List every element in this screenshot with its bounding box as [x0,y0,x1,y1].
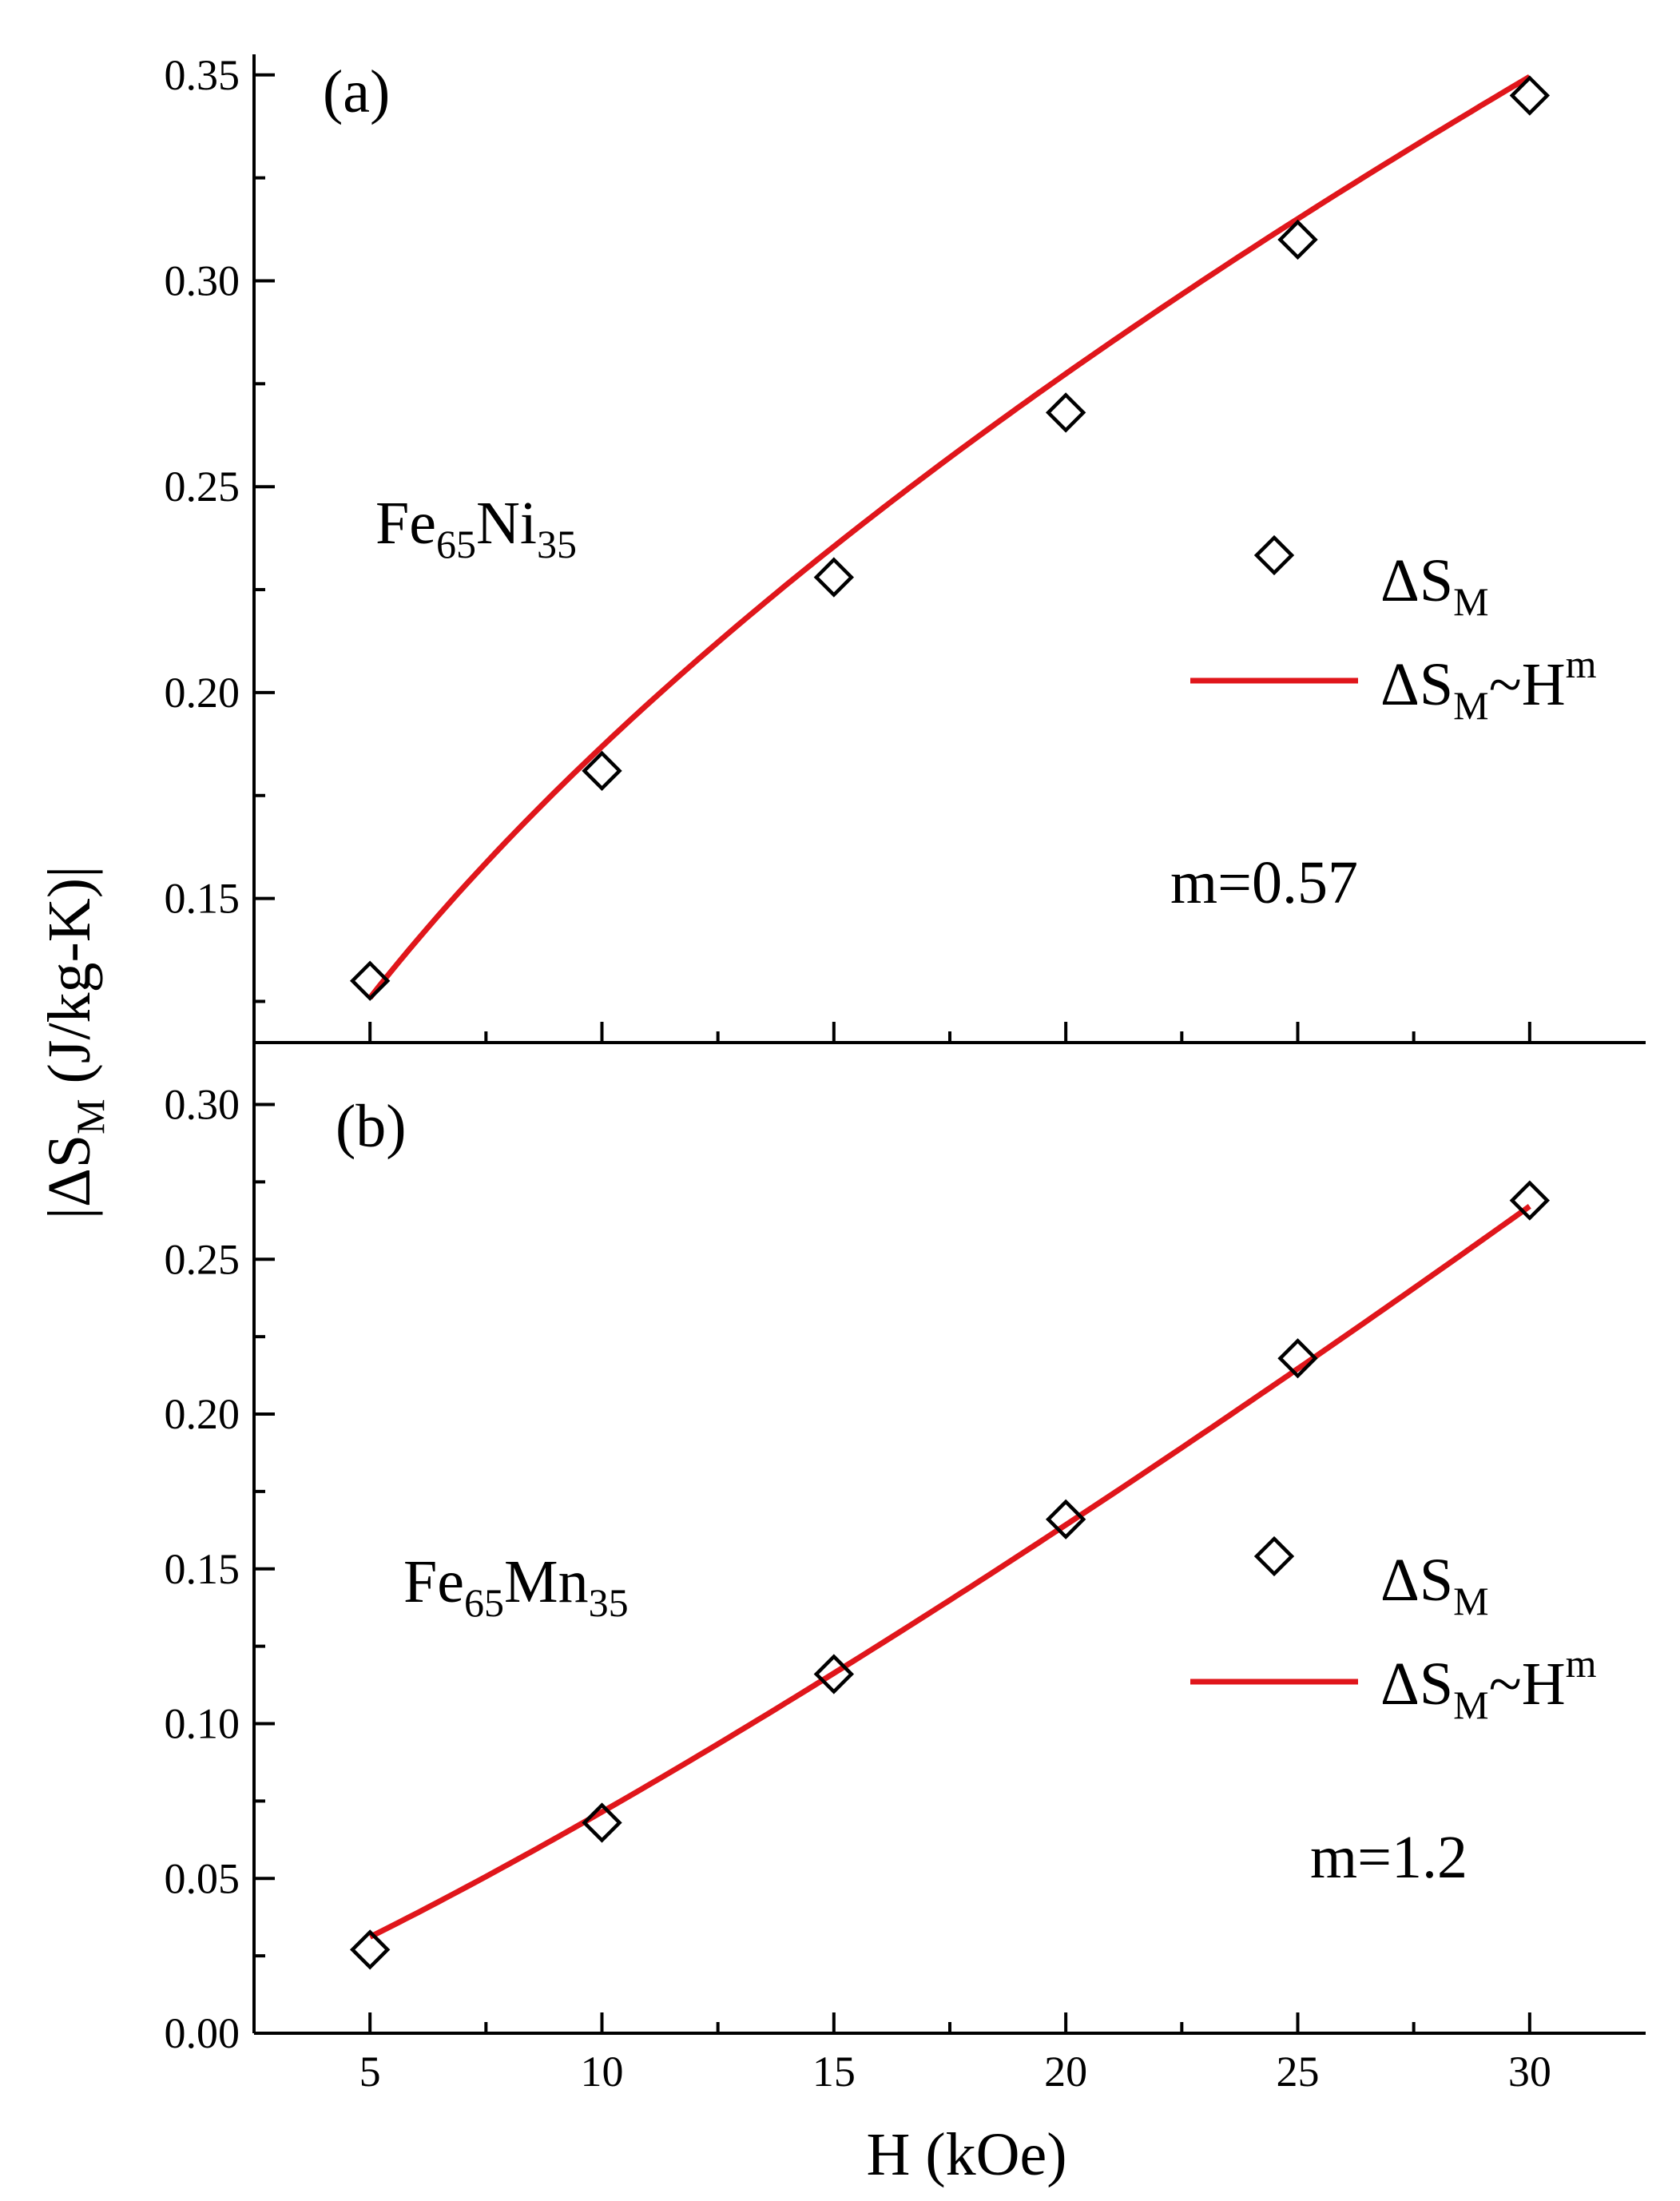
data-point [582,1802,622,1843]
x-axis-title: H (kOe) [866,2121,1066,2188]
y-axis-title: |ΔSM (J/kg-K)| [36,866,113,1220]
material-label: Fe65Mn35 [403,1548,629,1625]
y-tick-label: 0.00 [165,2009,240,2057]
x-tick-label: 5 [359,2048,381,2096]
y-tick-label: 0.35 [165,51,240,99]
legend-marker [1253,1536,1295,1577]
data-point [349,960,391,1001]
data-point [349,1929,391,1970]
y-tick-label: 0.30 [165,1081,240,1129]
y-tick-label: 0.25 [165,1235,240,1283]
data-point [1277,219,1318,260]
x-tick-label: 10 [581,2048,624,2096]
data-point [1509,1180,1551,1221]
data-point [813,557,855,598]
y-tick-label: 0.10 [165,1700,240,1748]
y-tick-label: 0.05 [165,1854,240,1902]
legend-label-points: ΔSM [1380,1547,1489,1623]
x-tick-label: 20 [1044,2048,1087,2096]
data-point [813,1654,855,1694]
panel-b: 0.00 0.05 0.10 0.15 0.20 0.25 0.30 5 10 15 20 25 30 (… [165,1043,1646,2096]
y-tick-label: 0.30 [165,256,240,304]
x-tick-label: 15 [812,2048,856,2096]
data-point [1277,1338,1318,1379]
x-tick-label: 25 [1277,2048,1320,2096]
legend-label-fit: ΔSM~Hm [1380,642,1597,728]
data-point [1509,75,1551,116]
exponent-label: m=1.2 [1310,1824,1468,1891]
y-tick-label: 0.25 [165,463,240,511]
panel-label: (b) [336,1093,407,1160]
material-label: Fe65Ni35 [375,490,577,566]
legend-marker [1253,534,1295,576]
panel-label: (a) [323,58,390,125]
data-point [1045,392,1086,433]
x-tick-label: 30 [1508,2048,1551,2096]
y-tick-label: 0.20 [165,669,240,717]
data-point [1045,1499,1086,1540]
panel-a: 0.15 0.20 0.25 0.30 0.35 (a) Fe65Ni35 m=0.57 ΔSM… [165,51,1646,1044]
legend-label-points: ΔSM [1380,547,1489,624]
exponent-label: m=0.57 [1170,849,1358,916]
y-tick-label: 0.15 [165,1545,240,1593]
y-tick-label: 0.15 [165,875,240,923]
legend-label-fit: ΔSM~Hm [1380,1641,1597,1727]
data-point [582,750,622,792]
fit-curve [367,73,1531,1000]
y-tick-label: 0.20 [165,1390,240,1438]
fit-curve [368,1204,1531,1940]
